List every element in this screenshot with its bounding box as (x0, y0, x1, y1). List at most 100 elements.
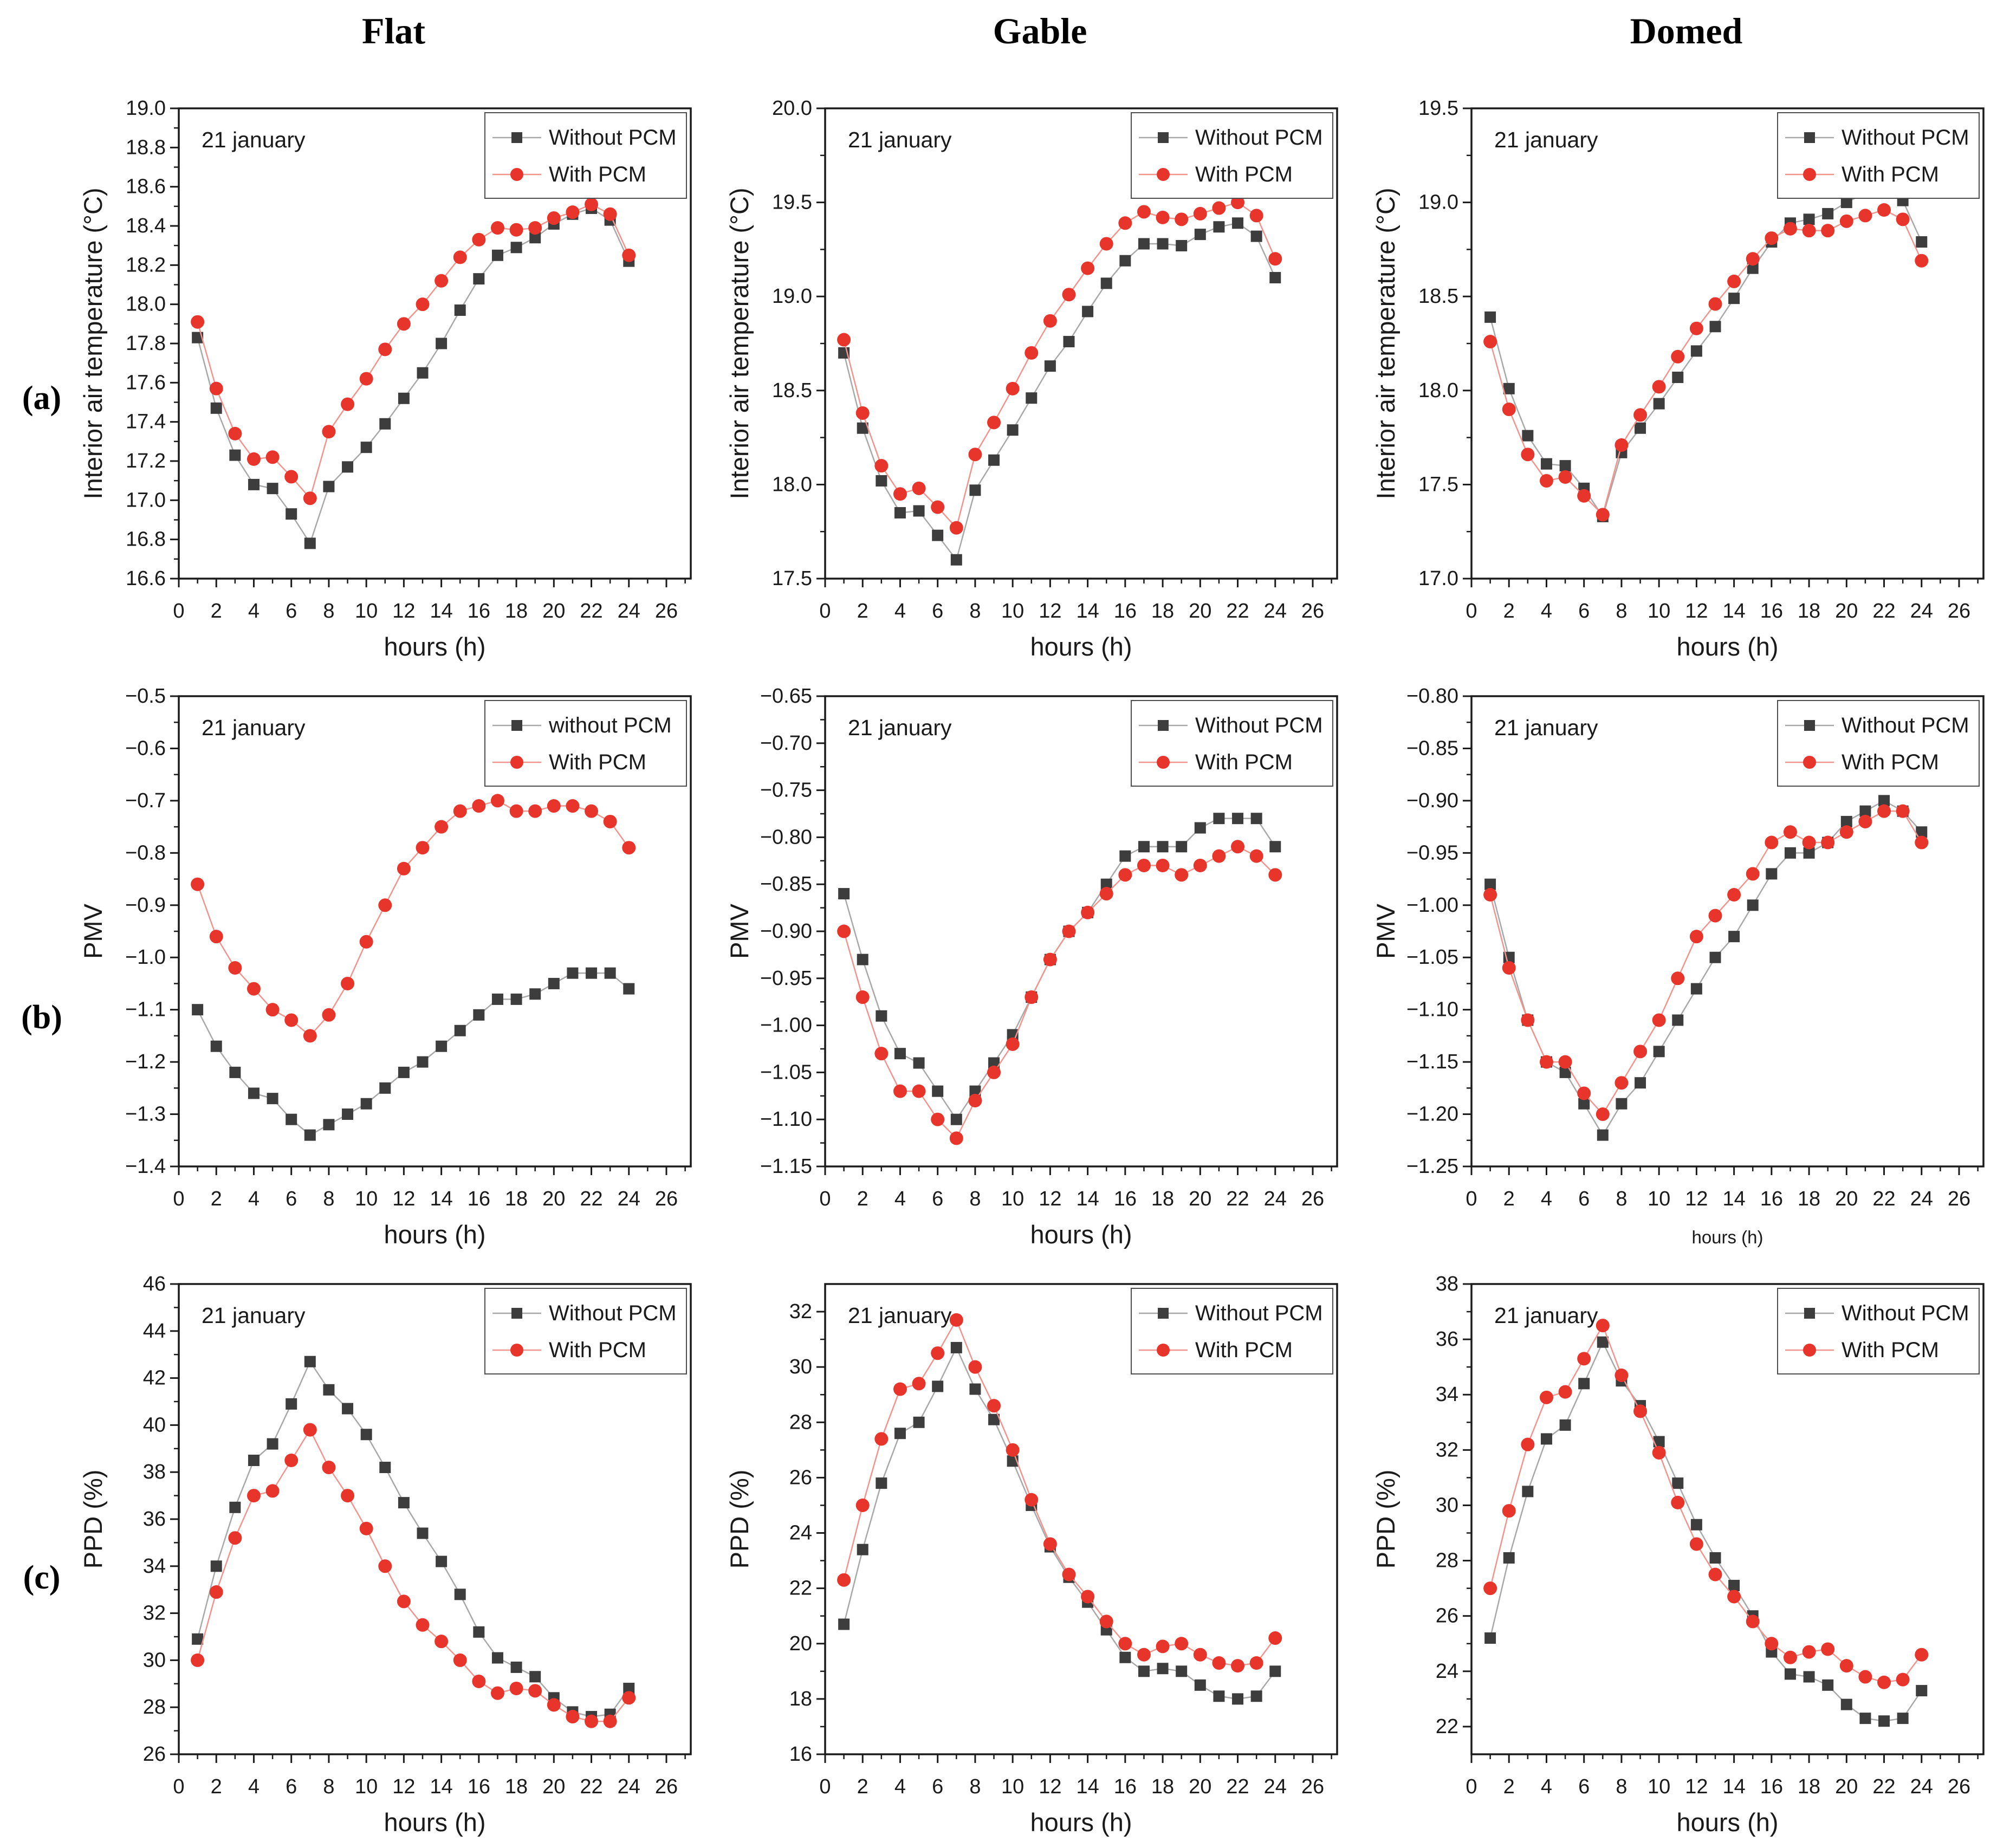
annotation-date: 21 january (202, 715, 306, 740)
svg-text:6: 6 (286, 1775, 297, 1798)
svg-text:−0.80: −0.80 (760, 826, 812, 848)
series-without-pcm (192, 1356, 635, 1723)
svg-text:8: 8 (969, 1188, 981, 1210)
svg-text:14: 14 (430, 1775, 452, 1798)
svg-text:2: 2 (211, 1188, 222, 1210)
x-axis-label: hours (h) (1030, 1220, 1132, 1249)
series-with-pcm (837, 840, 1282, 1145)
svg-text:18.4: 18.4 (126, 215, 166, 237)
svg-text:17.6: 17.6 (126, 371, 166, 394)
svg-text:6: 6 (286, 600, 297, 623)
x-axis-label: hours (h) (1676, 1808, 1778, 1837)
svg-text:−0.65: −0.65 (760, 685, 812, 708)
svg-text:12: 12 (1039, 600, 1061, 623)
svg-text:18: 18 (1798, 1188, 1820, 1210)
svg-text:Without PCM: Without PCM (549, 126, 677, 150)
svg-text:18: 18 (1151, 1188, 1174, 1210)
svg-text:−0.8: −0.8 (125, 841, 166, 864)
legend: Without PCM With PCM (1777, 1288, 1980, 1374)
series-without-pcm (1484, 1336, 1928, 1727)
annotation-date: 21 january (848, 127, 952, 152)
svg-text:2: 2 (1503, 600, 1515, 623)
svg-text:20: 20 (1189, 600, 1211, 623)
svg-text:18.2: 18.2 (126, 254, 166, 276)
svg-text:−1.1: −1.1 (125, 998, 166, 1021)
svg-text:−0.95: −0.95 (1406, 841, 1458, 864)
svg-text:14: 14 (1076, 1188, 1099, 1210)
svg-text:With PCM: With PCM (1195, 163, 1293, 186)
svg-text:Without PCM: Without PCM (1842, 126, 1969, 150)
svg-text:Without PCM: Without PCM (549, 1301, 677, 1325)
svg-text:26: 26 (655, 1775, 678, 1798)
svg-text:36: 36 (1436, 1328, 1458, 1351)
series-with-pcm (1483, 804, 1929, 1121)
svg-text:19.0: 19.0 (1418, 191, 1458, 214)
svg-text:20: 20 (1835, 1188, 1858, 1210)
svg-text:−0.85: −0.85 (1406, 737, 1458, 760)
svg-text:12: 12 (1685, 1188, 1708, 1210)
svg-text:14: 14 (1722, 600, 1745, 623)
svg-text:8: 8 (1616, 1188, 1627, 1210)
legend: Without PCM With PCM (1777, 700, 1980, 787)
svg-text:30: 30 (1436, 1494, 1458, 1516)
svg-text:26: 26 (655, 1188, 678, 1210)
svg-text:34: 34 (1436, 1383, 1458, 1406)
x-axis: 0 2 4 6 8 10 12 14 16 18 20 22 24 26 (1466, 1166, 1979, 1210)
chart-cell-pmv-flat: 0 2 4 6 8 10 12 14 16 18 20 22 24 26 −1.4 −1.3 −1.2 −1.1−… (70, 672, 717, 1260)
legend: Without PCM With PCM (1777, 112, 1980, 199)
svg-text:12: 12 (392, 1188, 415, 1210)
svg-text:18: 18 (1151, 600, 1174, 623)
x-axis: 0 2 4 6 8 10 12 14 16 18 20 22 24 26 (819, 1166, 1332, 1210)
svg-text:20: 20 (1189, 1188, 1211, 1210)
svg-text:10: 10 (1648, 600, 1670, 623)
svg-text:12: 12 (392, 1775, 415, 1798)
svg-text:24: 24 (618, 1188, 640, 1210)
svg-text:36: 36 (143, 1508, 166, 1531)
legend: Without PCM With PCM (1131, 700, 1333, 787)
svg-text:Without PCM: Without PCM (1195, 714, 1323, 737)
svg-text:Without PCM: Without PCM (1195, 1301, 1323, 1325)
svg-text:22: 22 (1436, 1715, 1458, 1738)
chart-ppd-gable: 0 2 4 6 8 10 12 14 16 18 20 22 24 2616182022242628303… (725, 1283, 1338, 1837)
series-with-pcm (191, 794, 636, 1043)
svg-text:26: 26 (1301, 600, 1324, 623)
chart-pmv-flat: 0 2 4 6 8 10 12 14 16 18 20 22 24 26−1.4−1.3−1.2−1.1−… (79, 685, 692, 1249)
svg-text:Without PCM: Without PCM (1842, 714, 1969, 737)
svg-text:−1.20: −1.20 (1406, 1103, 1458, 1126)
svg-text:44: 44 (143, 1320, 166, 1343)
svg-text:−1.0: −1.0 (125, 946, 166, 969)
svg-text:12: 12 (1685, 1775, 1708, 1798)
y-axis: 22 24 26 28 30 32 34 36 38 (1436, 1273, 1471, 1738)
svg-text:22: 22 (1872, 1188, 1895, 1210)
svg-text:18.5: 18.5 (1418, 285, 1458, 308)
row-label-a: (a) (22, 380, 62, 417)
svg-text:4: 4 (1541, 1188, 1552, 1210)
svg-text:−1.15: −1.15 (760, 1155, 812, 1178)
svg-text:14: 14 (1722, 1188, 1745, 1210)
y-axis: 26 28 30 32 34 36 38 40 42 44 46 (143, 1273, 179, 1766)
chart-temp-flat: 0 2 4 6 8 10 12 14 16 18 20 22 24 2616.616.817.017.21… (79, 97, 692, 661)
svg-text:30: 30 (143, 1649, 166, 1671)
chart-pmv-domed: 0 2 4 6 8 10 12 14 16 18 20 22 24 26−1.25−1.20−1.15−1… (1371, 685, 1985, 1247)
svg-text:4: 4 (1541, 600, 1552, 623)
plot-frame (824, 1283, 1338, 1755)
svg-text:20: 20 (1835, 1775, 1858, 1798)
svg-text:−0.9: −0.9 (125, 894, 166, 917)
column-header-flat: Flat (361, 10, 426, 51)
svg-text:18: 18 (1151, 1775, 1174, 1798)
svg-text:24: 24 (618, 600, 640, 623)
svg-text:22: 22 (580, 1775, 602, 1798)
svg-text:24: 24 (1910, 600, 1933, 623)
svg-text:−1.05: −1.05 (760, 1061, 812, 1084)
svg-text:−1.10: −1.10 (1406, 998, 1458, 1021)
svg-text:16: 16 (1114, 600, 1137, 623)
svg-text:22: 22 (1872, 1775, 1895, 1798)
row-label-b: (b) (21, 999, 62, 1036)
x-axis-label: hours (h) (384, 632, 485, 661)
chart-pmv-gable: 0 2 4 6 8 10 12 14 16 18 20 22 24 26−1.15−1.10−1.05−1… (725, 685, 1338, 1249)
x-axis: 0 2 4 6 8 10 12 14 16 18 20 22 24 26 (1466, 1754, 1979, 1798)
y-axis: −1.15 −1.10 −1.05 −1.00 −0.95 −0.90 −0.85 −0.80… (760, 685, 825, 1178)
chart-ppd-flat: 0 2 4 6 8 10 12 14 16 18 20 22 24 2626283032343638404… (79, 1273, 692, 1837)
svg-text:4: 4 (248, 1775, 260, 1798)
svg-text:18: 18 (1798, 1775, 1820, 1798)
